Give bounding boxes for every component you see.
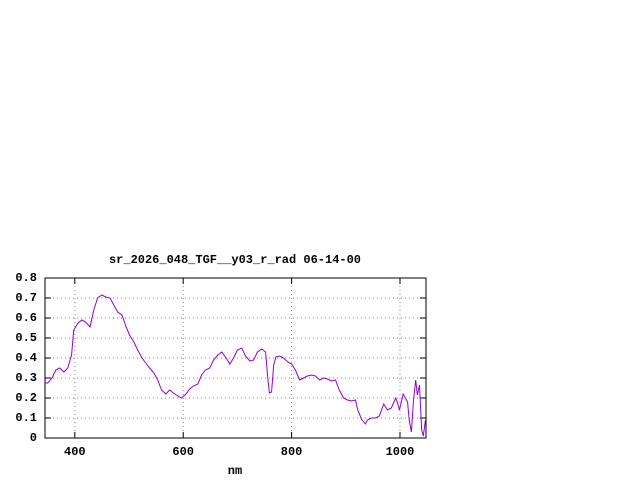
y-tick-label: 0.2 (15, 391, 37, 405)
x-tick-label: 800 (281, 445, 303, 459)
y-tick-label: 0 (30, 431, 37, 445)
x-axis-label: nm (228, 464, 242, 478)
y-tick-label: 0.8 (15, 271, 37, 285)
y-tick-label: 0.4 (15, 351, 37, 365)
data-line (45, 294, 426, 437)
y-tick-label: 0.6 (15, 311, 37, 325)
x-tick-label: 600 (172, 445, 194, 459)
x-tick-label: 1000 (386, 445, 415, 459)
plot-border (44, 277, 427, 439)
y-tick-label: 0.3 (15, 371, 37, 385)
chart-title: sr_2026_048_TGF__y03_r_rad 06-14-00 (109, 253, 361, 267)
y-tick-label: 0.1 (15, 411, 37, 425)
y-tick-label: 0.7 (15, 291, 37, 305)
y-tick-label: 0.5 (15, 331, 37, 345)
x-tick-label: 400 (64, 445, 86, 459)
